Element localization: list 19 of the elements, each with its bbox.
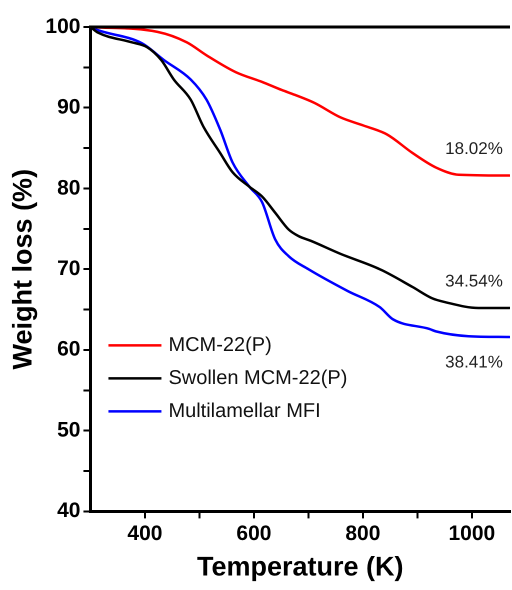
y-tick-label: 50 [57, 418, 80, 442]
annotation: 18.02% [445, 139, 503, 158]
x-tick-label: 800 [345, 522, 380, 545]
legend-label: Multilamellar MFI [168, 400, 321, 422]
legend-label: MCM-22(P) [168, 334, 272, 356]
x-tick-label: 600 [236, 522, 272, 545]
y-tick-label: 60 [57, 338, 80, 361]
legend-label: Swollen MCM-22(P) [168, 366, 348, 389]
y-tick-label: 90 [57, 96, 80, 119]
y-tick-label: 70 [57, 256, 80, 280]
y-axis-title: Weight loss (%) [8, 168, 38, 370]
x-tick-label: 1000 [448, 522, 496, 545]
y-tick-label: 100 [45, 14, 80, 38]
y-tick-label: 40 [57, 499, 80, 522]
annotation: 34.54% [445, 272, 503, 291]
x-axis-title: Temperature (K) [196, 551, 404, 582]
annotation: 38.41% [445, 352, 503, 372]
x-tick-label: 400 [127, 522, 162, 545]
y-tick-label: 80 [57, 176, 80, 200]
